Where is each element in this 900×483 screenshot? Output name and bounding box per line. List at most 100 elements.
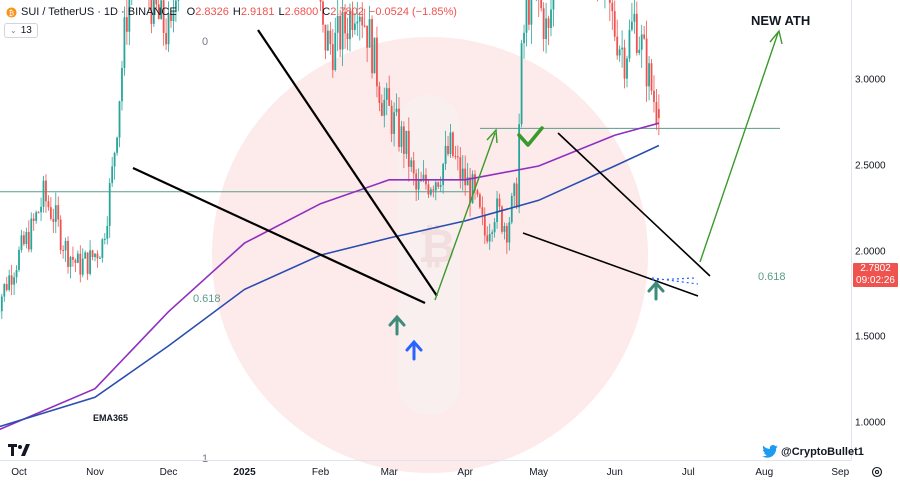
candle-body xyxy=(420,180,422,182)
low-value: 2.6800 xyxy=(284,6,319,18)
candle-body xyxy=(407,130,410,167)
tradingview-logo-icon[interactable] xyxy=(8,443,30,461)
high-value: 2.9181 xyxy=(240,6,275,18)
candle-body xyxy=(400,126,403,147)
candle-body xyxy=(79,253,82,275)
indicators-toggle-button[interactable]: ⌄ 13 xyxy=(4,23,38,38)
candle-body xyxy=(650,63,653,91)
candle-body xyxy=(378,86,381,103)
current-price: 2.7802 xyxy=(860,263,891,274)
candle-body xyxy=(376,37,378,87)
svg-text:₿: ₿ xyxy=(9,8,15,17)
bar-countdown: 09:02:26 xyxy=(856,275,895,286)
candle-body xyxy=(464,168,467,186)
candle-body xyxy=(5,284,8,290)
time-tick-label: Jul xyxy=(681,467,695,478)
candle-body xyxy=(175,0,177,12)
candle-body xyxy=(552,0,555,10)
candle-body xyxy=(410,160,413,167)
candle-body xyxy=(645,38,648,87)
candle-body xyxy=(626,58,628,79)
candle-body xyxy=(45,180,47,202)
candle-body xyxy=(99,257,101,259)
candle-body xyxy=(20,235,23,250)
candle-body xyxy=(353,23,356,30)
time-tick-label: Feb xyxy=(311,467,330,478)
candle-body xyxy=(172,11,175,22)
candle-body xyxy=(483,214,486,236)
candle-body xyxy=(106,225,109,239)
indicators-count: 13 xyxy=(20,25,32,36)
candle-body xyxy=(368,19,371,48)
candle-body xyxy=(476,190,479,195)
time-tick-label: Dec xyxy=(159,467,178,478)
candle-body xyxy=(513,183,516,196)
candle-body xyxy=(363,25,366,27)
price-axis-border xyxy=(851,0,852,460)
fib-label-618-right: 0.618 xyxy=(758,271,786,283)
candle-body xyxy=(123,17,126,68)
open-key: O xyxy=(186,6,196,18)
twitter-bird-icon xyxy=(762,445,778,458)
candle-body xyxy=(427,184,430,195)
candle-body xyxy=(344,11,346,34)
candle-body xyxy=(540,0,543,9)
candle-body xyxy=(628,29,631,59)
candle-body xyxy=(415,173,418,190)
candle-body xyxy=(459,157,462,181)
candle-body xyxy=(150,0,153,24)
candle-body xyxy=(69,256,72,267)
gear-icon[interactable] xyxy=(871,466,883,478)
arrow-up-icon xyxy=(405,339,423,361)
candle-body xyxy=(49,207,52,219)
candle-body xyxy=(608,0,611,3)
candle-body xyxy=(37,212,40,214)
projection-dots xyxy=(651,277,699,285)
candle-body xyxy=(395,108,398,113)
close-key: C xyxy=(322,6,331,18)
candle-body xyxy=(108,183,111,226)
candle-body xyxy=(454,156,457,158)
symbol-title[interactable]: SUI / TetherUS · 1D · BINANCE xyxy=(21,6,177,18)
candle-body xyxy=(550,9,552,28)
candle-body xyxy=(3,284,6,297)
candle-body xyxy=(94,253,96,258)
author-credit: @CryptoBullet1 xyxy=(762,445,864,458)
fib-label-0: 0 xyxy=(202,36,208,48)
candle-body xyxy=(429,189,432,195)
candle-body xyxy=(42,180,45,207)
price-tick-label: 1.0000 xyxy=(855,417,886,429)
candle-body xyxy=(160,0,163,20)
close-value: 2.7802 xyxy=(330,6,364,18)
candle-body xyxy=(64,240,67,251)
candle-body xyxy=(528,0,530,25)
candle-body xyxy=(469,177,471,204)
candle-body xyxy=(322,1,324,25)
candle-body xyxy=(0,296,3,312)
ema365-line xyxy=(0,144,660,428)
candle-body xyxy=(447,145,449,155)
time-tick-label: Nov xyxy=(86,467,104,478)
price-tick-label: 1.5000 xyxy=(855,331,886,343)
time-tick-label: 2025 xyxy=(233,467,256,478)
candle-body xyxy=(380,102,383,116)
chart-annotations: 0 1 0.618 0.618 EMA365 NEW ATH xyxy=(93,13,810,465)
candle-body xyxy=(8,275,11,290)
candle-body xyxy=(91,250,94,258)
arrowhead-2 xyxy=(769,29,783,45)
candle-body xyxy=(86,252,89,274)
candle-body xyxy=(89,250,91,274)
candle-body xyxy=(496,198,498,223)
candle-body xyxy=(361,16,364,26)
candle-body xyxy=(653,90,655,102)
drawings xyxy=(132,29,783,361)
time-tick-label: Jun xyxy=(606,467,623,478)
ema365-label: EMA365 xyxy=(93,413,128,423)
time-tick-label: Aug xyxy=(755,467,774,478)
price-tick-label: 2.5000 xyxy=(855,160,886,172)
candle-body xyxy=(157,4,160,20)
time-axis-border xyxy=(0,460,851,461)
candle-body xyxy=(461,168,464,181)
candle-body xyxy=(152,0,155,24)
